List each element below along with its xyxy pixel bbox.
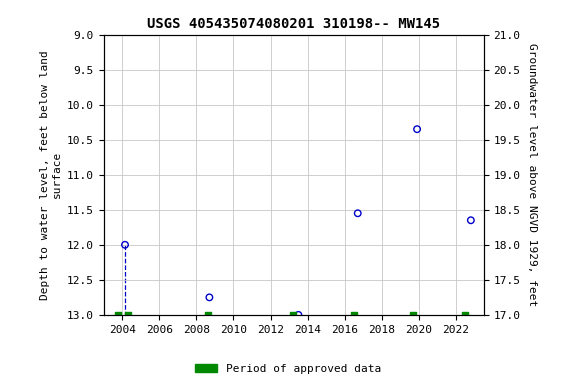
Y-axis label: Depth to water level, feet below land
surface: Depth to water level, feet below land su… — [40, 50, 62, 300]
Point — [350, 312, 359, 318]
Point — [409, 312, 418, 318]
Point — [205, 294, 214, 300]
Point — [204, 312, 213, 318]
Point — [288, 312, 297, 318]
Point — [353, 210, 362, 216]
Point — [294, 312, 303, 318]
Point — [123, 312, 132, 318]
Point — [461, 312, 470, 318]
Point — [120, 242, 130, 248]
Point — [412, 126, 422, 132]
Y-axis label: Groundwater level above NGVD 1929, feet: Groundwater level above NGVD 1929, feet — [527, 43, 537, 306]
Point — [113, 312, 122, 318]
Point — [466, 217, 475, 223]
Title: USGS 405435074080201 310198-- MW145: USGS 405435074080201 310198-- MW145 — [147, 17, 440, 31]
Legend: Period of approved data: Period of approved data — [191, 359, 385, 379]
